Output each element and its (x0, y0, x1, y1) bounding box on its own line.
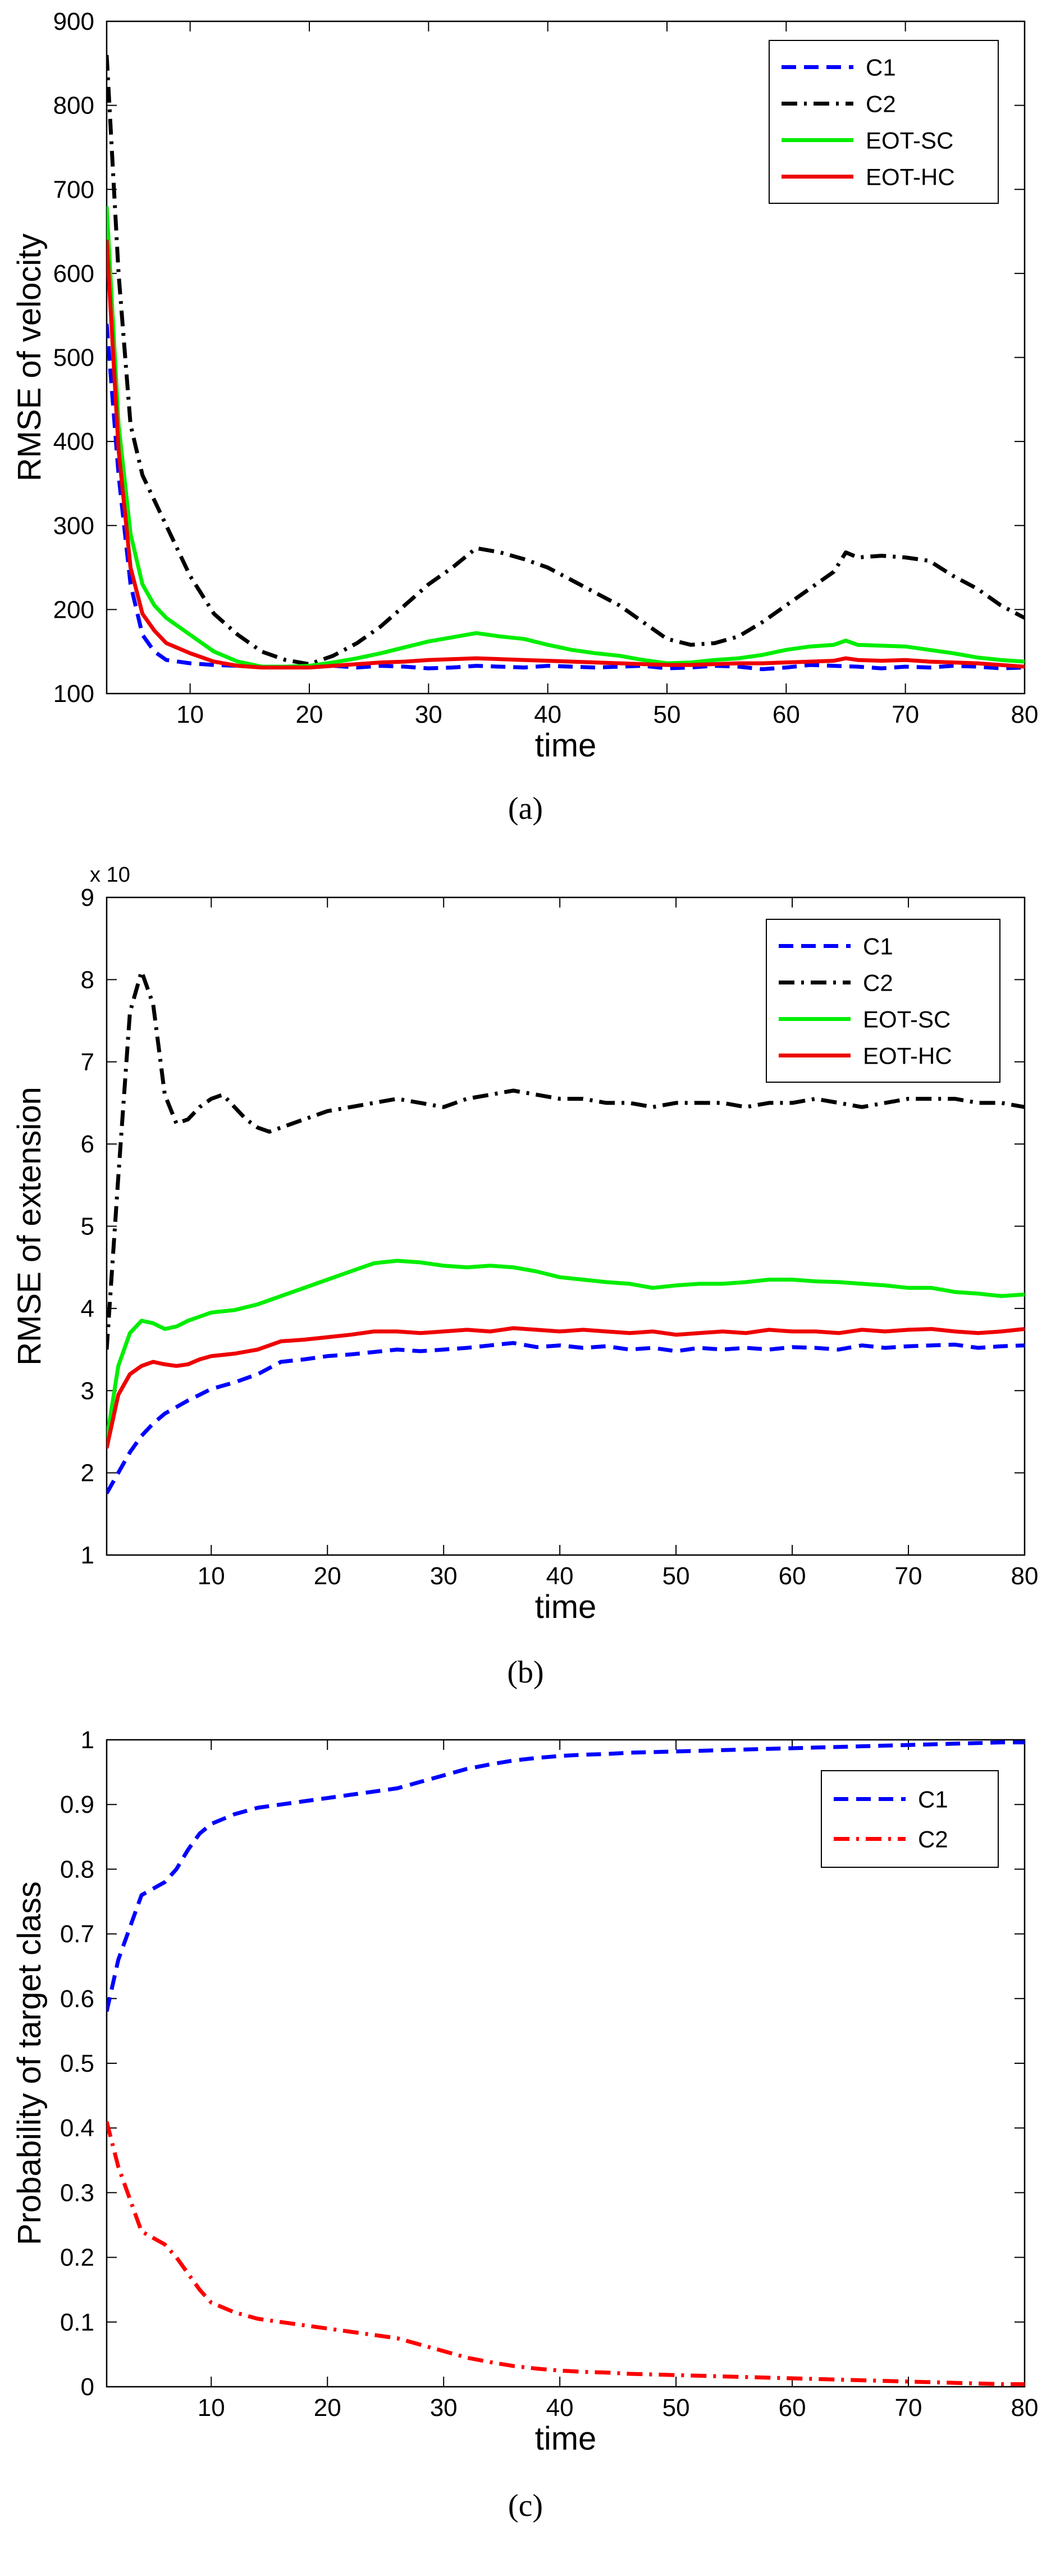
series-line-eot-hc (107, 239, 1025, 670)
legend-label: EOT-SC (866, 127, 953, 154)
chart-panel-a: 10 20 30 40 50 60 70 80 100 200 300 400 500 600 700 800… (0, 0, 1051, 859)
x-tick-label: 80 (1011, 2394, 1039, 2422)
y-axis-label: RMSE of extension (11, 1087, 48, 1365)
y-axis-exponent: x 10 (90, 863, 130, 887)
x-tick-label: 10 (198, 1562, 225, 1590)
x-tick-label: 70 (895, 1562, 922, 1590)
legend-label: C2 (866, 91, 896, 117)
y-tick-label: 0.3 (60, 2179, 94, 2206)
x-tick-label: 70 (892, 701, 919, 728)
x-tick-label: 30 (415, 701, 442, 728)
series-line-eot-hc (107, 1326, 1025, 1449)
y-tick-label: 0.2 (60, 2244, 94, 2272)
legend-label: C2 (863, 970, 893, 996)
x-tick-label: 80 (1011, 701, 1039, 728)
chart-panel-c: 10 20 30 40 50 60 70 80 0 0.1 0.2 0.3 0.4 0.5 0.6 0.7 0.… (0, 1718, 1051, 2576)
x-tick-label: 40 (534, 701, 561, 728)
y-tick-label: 500 (53, 344, 94, 372)
y-tick-label: 0.4 (60, 2114, 94, 2142)
x-axis-label: time (535, 1589, 597, 1625)
legend-label: C2 (918, 1826, 948, 1853)
y-axis-label: Probability of target class (11, 1881, 48, 2245)
y-tick-label: 6 (81, 1130, 94, 1158)
x-tick-label: 30 (430, 1562, 458, 1590)
y-tick-label: 400 (53, 428, 94, 455)
y-tick-label: 0.9 (60, 1791, 94, 1818)
series-line-eot-sc (107, 206, 1025, 669)
y-tick-label: 600 (53, 260, 94, 288)
y-tick-label: 100 (53, 680, 94, 708)
legend-label: EOT-SC (863, 1006, 951, 1033)
y-axis-label: RMSE of velocity (11, 234, 48, 482)
legend-box (821, 1770, 999, 1868)
x-tick-label: 60 (779, 2394, 806, 2422)
x-axis-label: time (535, 2420, 597, 2457)
y-tick-label: 2 (81, 1460, 94, 1487)
x-tick-label: 40 (546, 1562, 574, 1590)
x-tick-label: 20 (314, 2394, 341, 2422)
y-tick-label: 0.7 (60, 1921, 94, 1948)
x-tick-label: 50 (662, 1562, 690, 1590)
x-tick-label: 80 (1011, 1562, 1039, 1590)
y-tick-label: 9 (81, 884, 94, 911)
x-tick-label: 10 (176, 701, 204, 728)
x-tick-label: 70 (895, 2394, 922, 2422)
y-tick-label: 800 (53, 92, 94, 120)
velocity-rmse-chart: 10 20 30 40 50 60 70 80 100 200 300 400 500 600 700 800… (11, 8, 1039, 826)
y-tick-label: 1 (81, 1542, 94, 1569)
y-tick-label: 700 (53, 176, 94, 203)
x-tick-label: 40 (546, 2394, 574, 2422)
x-tick-label: 50 (654, 701, 681, 728)
legend-label: C1 (866, 54, 896, 81)
series-line-c1 (107, 323, 1025, 672)
x-axis-label: time (535, 727, 597, 764)
x-tick-label: 30 (430, 2394, 458, 2422)
legend-label: C1 (863, 933, 893, 960)
y-tick-label: 8 (81, 966, 94, 993)
y-tick-label: 0 (81, 2373, 94, 2401)
y-tick-label: 4 (81, 1295, 94, 1323)
y-tick-label: 0.8 (60, 1855, 94, 1883)
x-tick-label: 60 (779, 1562, 806, 1590)
series-line-eot-sc (107, 1259, 1025, 1440)
y-tick-label: 200 (53, 596, 94, 623)
x-tick-label: 20 (295, 701, 323, 728)
legend-label: C1 (918, 1786, 948, 1813)
y-tick-label: 1 (81, 1726, 94, 1754)
series-line-c2 (107, 969, 1025, 1350)
y-tick-label: 0.1 (60, 2309, 94, 2336)
x-tick-label: 60 (773, 701, 800, 728)
series-line-c2 (107, 2121, 1025, 2386)
series-line-c2 (107, 54, 1025, 667)
x-tick-label: 50 (662, 2394, 690, 2422)
target-class-probability-chart: 10 20 30 40 50 60 70 80 0 0.1 0.2 0.3 0.4 0.5 0.6 0.7 0.… (11, 1726, 1039, 2523)
y-tick-label: 300 (53, 512, 94, 540)
legend-label: EOT-HC (866, 164, 955, 190)
figure-caption: (c) (508, 2488, 543, 2523)
y-tick-label: 0.5 (60, 2050, 94, 2077)
y-tick-label: 3 (81, 1377, 94, 1405)
figure-caption: (b) (507, 1655, 543, 1690)
figure-caption: (a) (508, 791, 543, 826)
series-line-c1 (107, 1341, 1025, 1494)
legend-label: EOT-HC (863, 1043, 952, 1069)
y-tick-label: 0.6 (60, 1985, 94, 2013)
x-tick-label: 20 (314, 1562, 341, 1590)
y-tick-label: 7 (81, 1048, 94, 1076)
y-tick-label: 900 (53, 8, 94, 35)
y-tick-label: 5 (81, 1213, 94, 1241)
x-tick-label: 10 (198, 2394, 225, 2422)
